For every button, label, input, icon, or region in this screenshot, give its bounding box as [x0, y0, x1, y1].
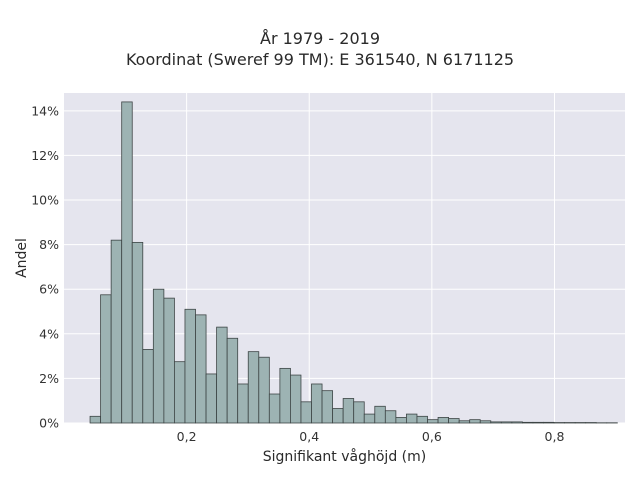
y-axis-label: Andel — [14, 238, 30, 278]
histogram-bars — [89, 101, 618, 424]
y-tick-label: 6% — [39, 282, 59, 297]
histogram-bar — [532, 421, 544, 424]
histogram-bar — [479, 420, 492, 424]
y-tick-label: 14% — [31, 103, 59, 118]
histogram-bar — [110, 239, 123, 424]
histogram-bar — [321, 390, 334, 424]
histogram-bar — [458, 420, 471, 424]
histogram-bar — [300, 401, 312, 424]
x-tick-label: 0,6 — [422, 429, 442, 444]
y-tick-label: 4% — [39, 326, 59, 341]
histogram-bar — [332, 408, 344, 424]
x-tick-label: 0,8 — [545, 429, 565, 444]
histogram-bar — [226, 337, 239, 424]
y-tick-label: 8% — [39, 237, 59, 252]
histogram-bar — [258, 356, 270, 424]
histogram-bar — [205, 373, 218, 424]
histogram-bar — [163, 297, 175, 424]
histogram-bar — [279, 367, 291, 424]
histogram-bar — [437, 417, 450, 424]
y-tick-label: 0% — [39, 416, 59, 431]
histogram-bar — [500, 421, 513, 424]
histogram-bar — [522, 421, 534, 424]
histogram-bar — [195, 314, 207, 424]
histogram-bar — [363, 413, 376, 424]
chart-title: År 1979 - 2019 — [260, 29, 380, 48]
histogram-bar — [543, 421, 555, 424]
histogram-bar — [152, 288, 165, 424]
histogram-bar — [490, 421, 502, 424]
histogram-bar — [374, 405, 386, 424]
x-tick-label: 0,2 — [177, 429, 197, 444]
histogram-bar — [384, 410, 397, 424]
y-tick-label: 2% — [39, 371, 59, 386]
y-tick-label: 12% — [31, 148, 59, 163]
histogram-bar — [268, 393, 281, 424]
histogram-bar — [511, 421, 523, 424]
histogram-bar — [184, 308, 196, 424]
histogram-bar — [237, 383, 249, 424]
x-axis-label: Signifikant våghöjd (m) — [263, 448, 426, 465]
histogram-bar — [121, 101, 133, 424]
histogram-bar — [427, 419, 439, 424]
histogram-bar — [395, 417, 407, 424]
x-tick-label: 0,4 — [299, 429, 319, 444]
histogram-bar — [100, 294, 112, 424]
histogram-bar — [290, 374, 302, 424]
histogram-bar — [216, 326, 228, 424]
histogram-bar — [469, 419, 481, 424]
histogram-bar — [311, 383, 323, 424]
histogram-bar — [89, 415, 102, 424]
histogram-bar — [406, 413, 418, 424]
histogram-bar — [342, 398, 355, 424]
histogram-bar — [247, 351, 260, 424]
chart-subtitle: Koordinat (Sweref 99 TM): E 361540, N 61… — [125, 50, 515, 69]
histogram-bar — [131, 241, 144, 424]
histogram-bar — [448, 418, 460, 424]
histogram-bar — [416, 415, 428, 424]
y-tick-label: 10% — [31, 193, 59, 208]
histogram-bar — [142, 349, 154, 424]
grid-lines — [64, 93, 625, 424]
histogram-bar — [174, 361, 186, 424]
histogram-bar — [353, 401, 365, 424]
tick-labels: 0% 2% 4% 6% 8% 10% 12% 14% 0,2 0,4 0,6 0,8 — [31, 103, 564, 444]
